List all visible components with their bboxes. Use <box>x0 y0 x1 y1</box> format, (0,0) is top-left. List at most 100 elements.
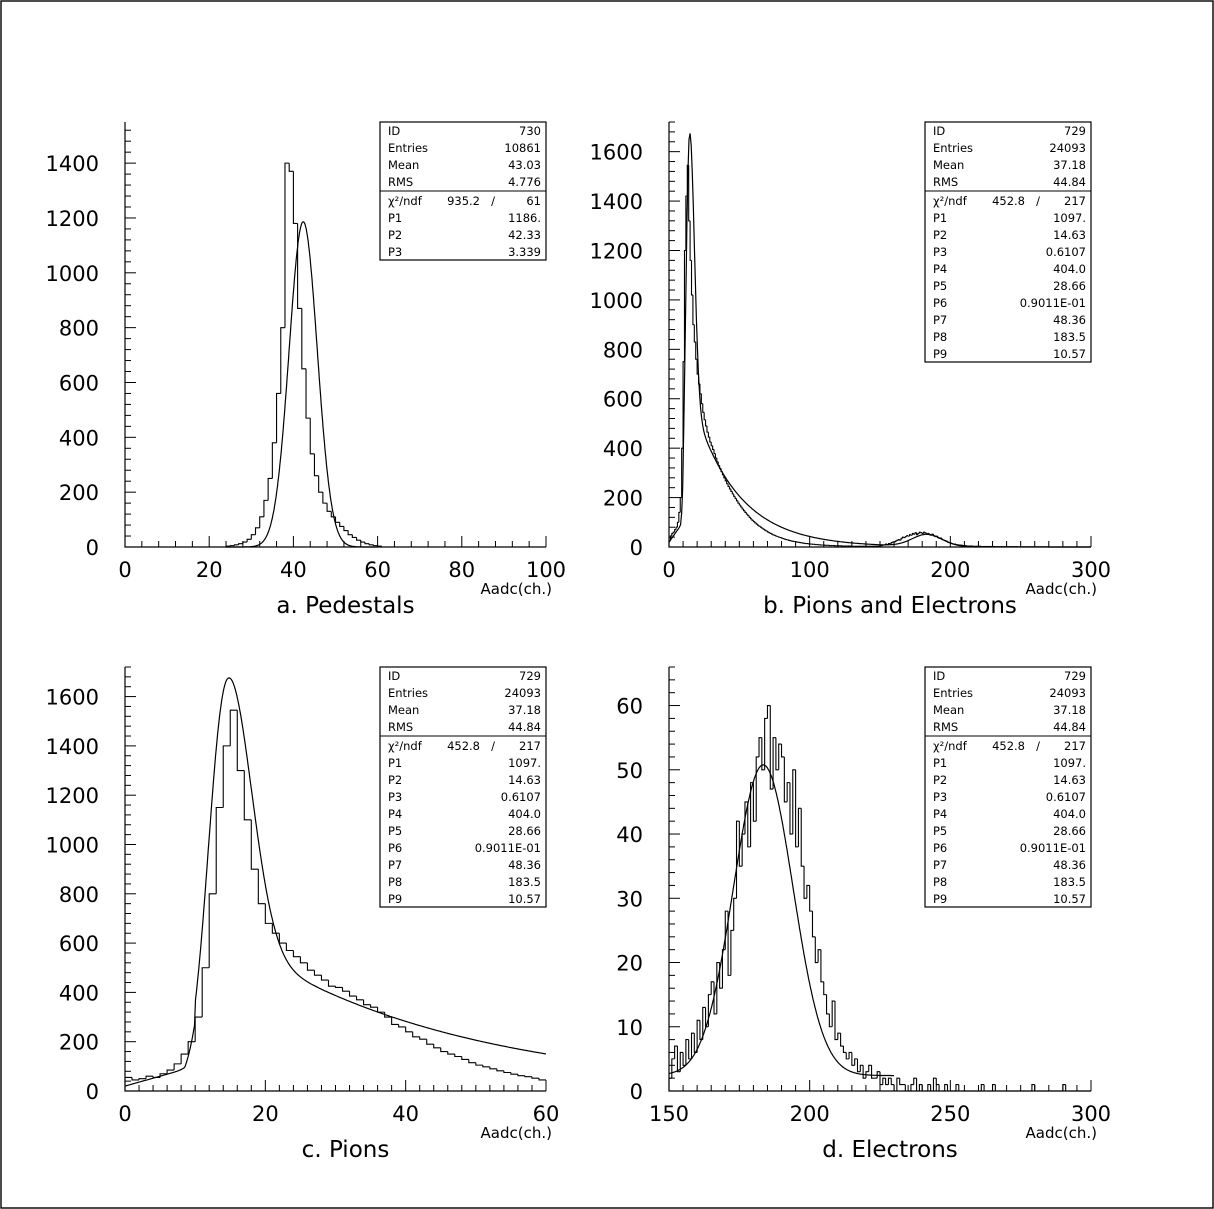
histogram-bin <box>238 543 243 545</box>
histogram-panel-4: 150 200 250 300 0 10 20 30 40 50 60 Aadc(ch.) d. Ele… <box>616 666 1111 1163</box>
histogram-bin <box>913 1077 917 1085</box>
param-label: P8 <box>933 875 947 889</box>
histogram-bin <box>865 1071 869 1079</box>
histogram-bin <box>524 1075 532 1078</box>
histogram-bin <box>896 539 899 542</box>
param-value: 404.0 <box>1053 262 1086 276</box>
histogram-bin <box>762 528 765 530</box>
histogram-bin <box>699 383 702 395</box>
histogram-bin <box>894 540 897 543</box>
stats-label: Entries <box>388 141 428 155</box>
stats-label: ID <box>388 669 400 683</box>
histogram-bin <box>510 1072 518 1075</box>
stats-value: 44.84 <box>1053 720 1086 734</box>
histogram-bin <box>671 1058 675 1079</box>
histogram-bin <box>363 999 371 1006</box>
histogram-bin <box>138 1078 147 1080</box>
histogram-bin <box>751 518 754 521</box>
histogram-bin <box>896 1077 900 1091</box>
histogram-bin <box>334 516 340 523</box>
histogram-bin <box>958 1084 962 1092</box>
histogram-bin <box>890 1078 895 1086</box>
fit-curve <box>668 133 1091 548</box>
histogram-bin <box>334 986 343 989</box>
histogram-bin <box>343 526 349 532</box>
histogram-bin <box>728 486 731 490</box>
param-value: 10.57 <box>1053 892 1086 906</box>
histogram-bin <box>842 1046 847 1053</box>
x-tick-label: 100 <box>526 558 566 582</box>
histogram-bin <box>254 527 260 535</box>
param-label: P3 <box>388 245 402 259</box>
stats-value: 729 <box>1064 669 1086 683</box>
histogram-bin <box>229 709 238 746</box>
param-label: P5 <box>933 824 947 838</box>
stats-label: ID <box>933 124 945 138</box>
histogram-bin <box>322 492 328 504</box>
histogram-bin <box>703 412 706 421</box>
histogram-bin <box>780 744 785 758</box>
param-label: P3 <box>388 790 402 804</box>
histogram-bin <box>264 903 273 924</box>
histogram-bin <box>676 521 679 528</box>
histogram-bin <box>769 705 774 790</box>
histogram-bin <box>927 1084 931 1091</box>
histogram-bin <box>288 163 294 172</box>
histogram-bin <box>222 745 231 808</box>
ndf-value: 217 <box>1064 739 1086 753</box>
x-tick-label: 40 <box>392 1102 419 1126</box>
x-tick-label: 60 <box>533 1102 560 1126</box>
stats-label: Mean <box>388 703 419 717</box>
y-tick-label: 800 <box>59 317 99 341</box>
param-label: P9 <box>933 347 947 361</box>
histogram-bin <box>250 534 256 540</box>
histogram-bin <box>685 195 688 251</box>
y-tick-label: 0 <box>86 1080 99 1104</box>
panel-caption: a. Pedestals <box>276 593 414 619</box>
histogram-bin <box>731 491 734 495</box>
panel-group: 0 20 40 60 80 1000200400600800100012001400Aad… <box>46 121 1111 1163</box>
x-tick-label: 200 <box>930 558 970 582</box>
chi2-value: 452.8 <box>992 739 1025 753</box>
y-tick-label: 200 <box>59 1031 99 1055</box>
histogram-bin <box>730 929 734 976</box>
histogram-bin <box>489 1066 497 1070</box>
histogram-bin <box>356 996 364 1001</box>
histogram-bin <box>672 531 675 534</box>
histogram-bin <box>426 1039 434 1045</box>
histogram-bin <box>944 1084 948 1091</box>
y-tick-label: 800 <box>59 883 99 907</box>
histogram-bin <box>702 403 705 413</box>
histogram-bin <box>267 477 273 501</box>
histogram-bin <box>868 1064 872 1072</box>
y-tick-label: 20 <box>616 952 643 976</box>
histogram-bin <box>851 1052 855 1066</box>
param-value: 48.36 <box>508 858 541 872</box>
histogram-bin <box>263 499 269 517</box>
stats-label: Entries <box>933 686 973 700</box>
histogram-bin <box>766 704 771 719</box>
histogram-bin <box>733 493 736 497</box>
histogram-bin <box>882 1077 886 1085</box>
stats-label: ID <box>388 124 400 138</box>
histogram-bin <box>320 975 329 981</box>
histogram-bin <box>752 782 757 822</box>
histogram-bin <box>341 987 350 992</box>
param-value: 10.57 <box>1053 347 1086 361</box>
histogram-bin <box>738 821 743 867</box>
param-label: P4 <box>388 807 402 821</box>
histogram-bin <box>862 1065 866 1079</box>
histogram-bin <box>716 961 720 1014</box>
stats-value: 24093 <box>1049 141 1086 155</box>
histogram-bin <box>761 527 764 529</box>
histogram-bin <box>398 1024 406 1028</box>
histogram-bin <box>820 949 824 983</box>
histogram-bin <box>180 1053 189 1064</box>
histogram-bin <box>339 522 344 527</box>
histogram-bin <box>131 1077 140 1081</box>
chi2-slash: / <box>491 194 495 208</box>
histogram-bin <box>738 503 741 506</box>
histogram-bin <box>918 531 921 534</box>
histogram-bin <box>377 1007 385 1013</box>
